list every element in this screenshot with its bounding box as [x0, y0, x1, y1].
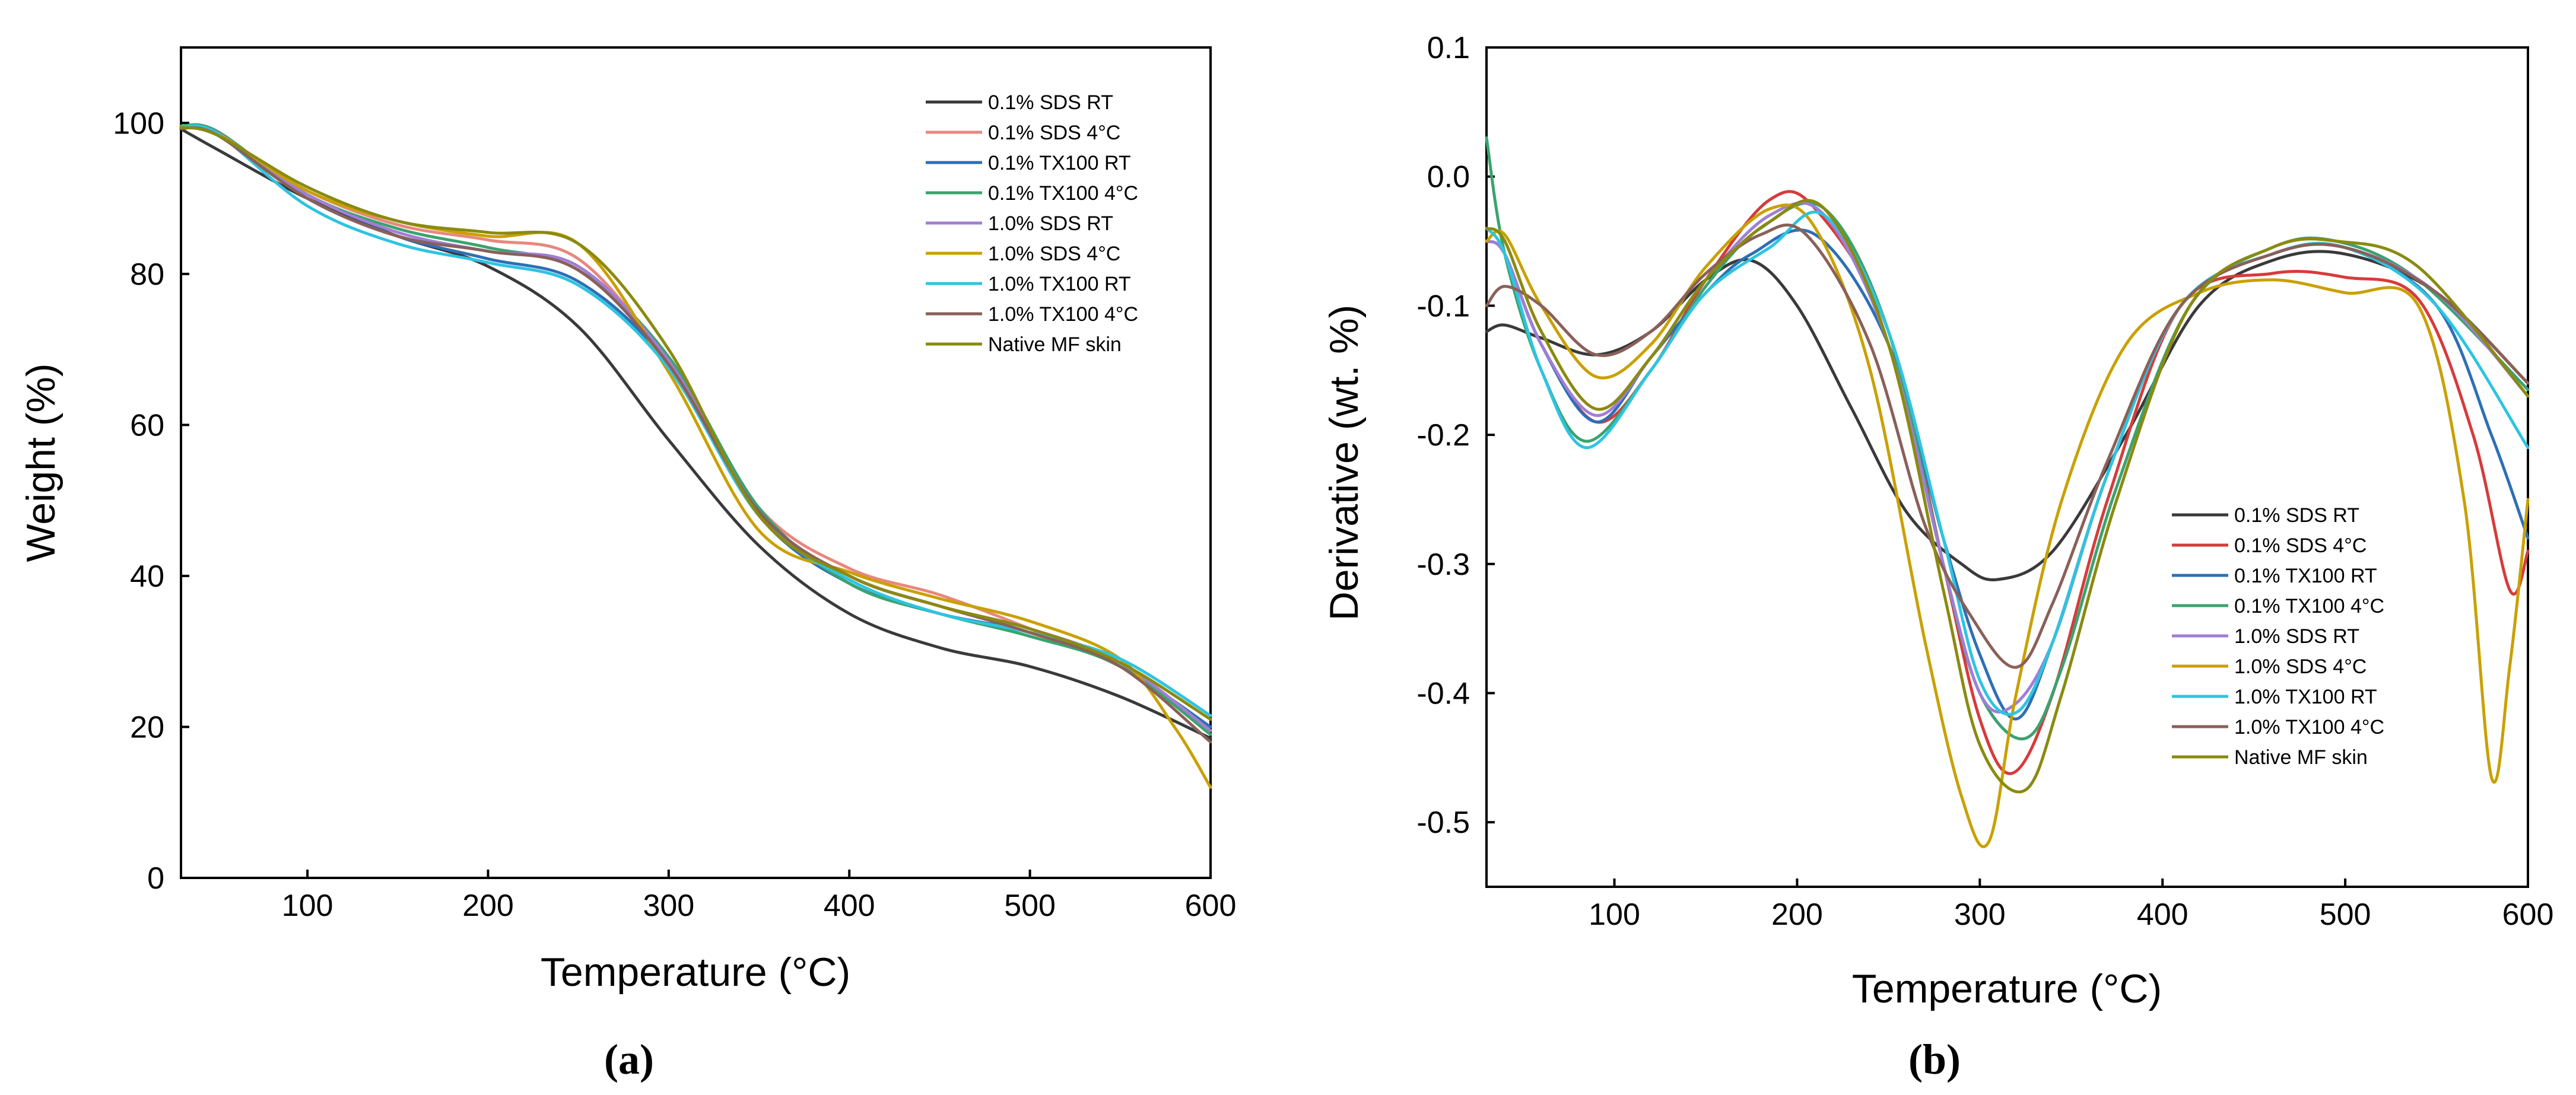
x-tick-label: 500 — [1004, 889, 1056, 923]
panel-label: (b) — [1908, 1036, 1961, 1083]
y-tick-label: 40 — [130, 559, 164, 594]
x-axis-title: Temperature (°C) — [1852, 966, 2162, 1011]
legend-label: 0.1% TX100 RT — [2234, 565, 2377, 587]
panel-label: (a) — [604, 1036, 654, 1083]
legend-label: 1.0% SDS 4°C — [988, 243, 1120, 265]
legend-label: 1.0% TX100 RT — [2234, 686, 2377, 708]
y-tick-label: 0.0 — [1427, 160, 1470, 195]
y-tick-label: 80 — [130, 257, 164, 292]
y-tick-label: -0.5 — [1416, 806, 1470, 840]
series-line-7 — [1485, 210, 2530, 716]
y-axis-title: Weight (%) — [18, 363, 63, 562]
y-axis-ticks: 0.1 0.0 -0.1 -0.2 -0.3 -0.4 -0.5 — [1416, 31, 1495, 840]
series-line-4 — [1485, 136, 2530, 741]
x-tick-label: 200 — [462, 889, 514, 923]
series-lines — [179, 123, 1212, 789]
y-axis-ticks: 0 20 40 60 80 100 — [113, 106, 189, 896]
series-line-8 — [1485, 223, 2530, 669]
x-tick-label: 100 — [282, 889, 333, 923]
legend-label: 1.0% TX100 4°C — [988, 303, 1138, 326]
series-line-1 — [1485, 250, 2530, 582]
series-line-3 — [1485, 228, 2530, 721]
y-tick-label: -0.1 — [1416, 289, 1470, 323]
x-tick-label: 300 — [1954, 897, 2006, 932]
x-tick-label: 200 — [1771, 897, 1823, 932]
plot-frame — [180, 46, 1212, 879]
x-axis-ticks: 100 200 300 400 500 600 — [282, 870, 1237, 923]
legend: 0.1% SDS RT 0.1% SDS 4°C 0.1% TX100 RT 0.1%… — [926, 91, 1138, 356]
legend-label: 1.0% TX100 RT — [988, 273, 1131, 295]
legend-label: 0.1% SDS 4°C — [988, 122, 1120, 144]
y-tick-label: 60 — [130, 408, 164, 443]
panel-b-derivative-chart: 100 200 300 400 500 600 0.1 0.0 -0.1 -0.2 -0.3 -0.… — [1322, 31, 2553, 1083]
x-tick-label: 600 — [2502, 897, 2554, 932]
legend-label: 1.0% SDS RT — [988, 212, 1113, 235]
plot-frame — [1485, 46, 2529, 888]
series-line-6 — [1485, 203, 2530, 848]
legend-label: 0.1% TX100 4°C — [988, 182, 1138, 205]
series-line-9 — [1485, 199, 2530, 794]
legend-label: 1.0% SDS RT — [2234, 625, 2359, 648]
x-tick-label: 600 — [1185, 889, 1237, 923]
legend-label: 0.1% TX100 RT — [988, 152, 1131, 174]
x-tick-label: 300 — [643, 889, 694, 923]
y-tick-label: -0.2 — [1416, 418, 1470, 453]
legend-label: Native MF skin — [2234, 746, 2368, 769]
legend-label: 1.0% SDS 4°C — [2234, 655, 2367, 678]
x-axis-ticks: 100 200 300 400 500 600 — [1589, 878, 2553, 932]
x-tick-label: 400 — [2137, 897, 2189, 932]
y-tick-label: -0.3 — [1416, 548, 1470, 582]
x-tick-label: 100 — [1589, 897, 1640, 932]
legend: 0.1% SDS RT 0.1% SDS 4°C 0.1% TX100 RT 0.1%… — [2172, 504, 2384, 769]
series-line-6 — [179, 125, 1212, 789]
x-tick-label: 500 — [2320, 897, 2371, 932]
legend-label: Native MF skin — [988, 333, 1122, 356]
legend-label: 1.0% TX100 4°C — [2234, 716, 2384, 739]
x-axis-title: Temperature (°C) — [541, 950, 850, 995]
legend-label: 0.1% SDS RT — [988, 91, 1113, 114]
y-tick-label: 0.1 — [1427, 31, 1470, 65]
x-tick-label: 400 — [824, 889, 875, 923]
legend-label: 0.1% TX100 4°C — [2234, 595, 2384, 617]
panel-a-weight-chart: 100 200 300 400 500 600 0 20 40 60 80 100 0.1% SDS… — [18, 46, 1237, 1083]
y-tick-label: 20 — [130, 710, 164, 744]
series-line-8 — [179, 126, 1212, 744]
y-tick-label: 0 — [147, 861, 164, 896]
legend-label: 0.1% SDS 4°C — [2234, 534, 2367, 557]
series-line-9 — [179, 126, 1212, 721]
y-tick-label: 100 — [113, 106, 164, 141]
y-axis-title: Derivative (wt. %) — [1322, 305, 1367, 621]
legend-label: 0.1% SDS RT — [2234, 504, 2359, 527]
y-tick-label: -0.4 — [1416, 676, 1470, 711]
series-lines — [1485, 136, 2530, 848]
